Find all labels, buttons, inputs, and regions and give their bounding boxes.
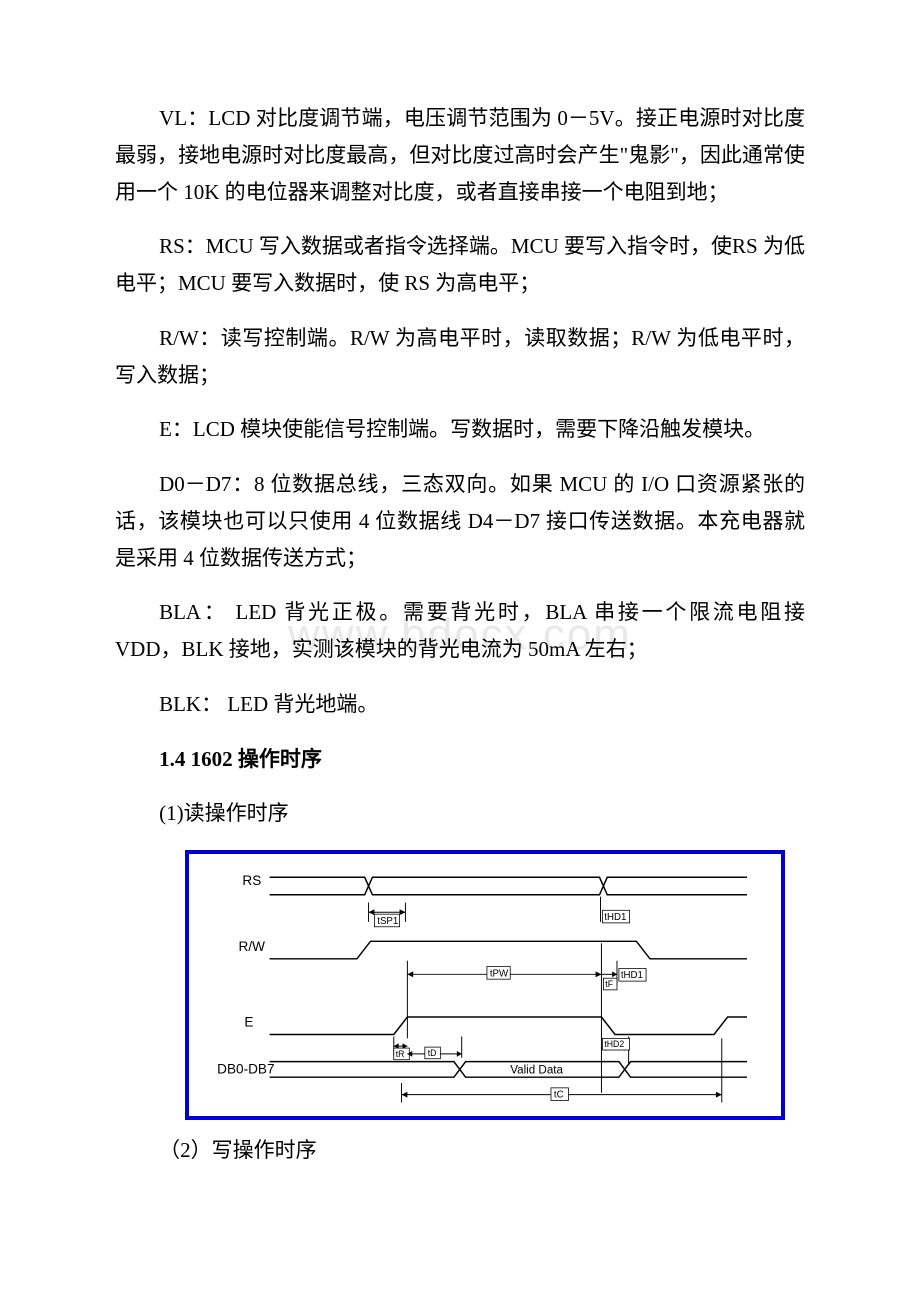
paragraph-blk: BLK： LED 背光地端。 [115,686,805,723]
anno-thd1-top: tHD1 [604,912,626,923]
paragraph-read-timing: (1)读操作时序 [115,795,805,832]
anno-tpw: tPW [490,968,509,979]
heading-1-4: 1.4 1602 操作时序 [115,741,805,778]
paragraph-write-timing: （2）写操作时序 [115,1132,805,1169]
paragraph-bla: BLA： LED 背光正极。需要背光时，BLA 串接一个限流电阻接 VDD，BL… [115,594,805,668]
paragraph-vl: VL：LCD 对比度调节端，电压调节范围为 0－5V。接正电源时对比度最弱，接地… [115,100,805,210]
timing-diagram-read: RS tSP1 tHD1 R/W tPW [185,850,785,1120]
paragraph-d0d7: D0－D7：8 位数据总线，三态双向。如果 MCU 的 I/O 口资源紧张的话，… [115,466,805,576]
anno-thd2: tHD2 [604,1039,624,1049]
paragraph-rs: RS：MCU 写入数据或者指令选择端。MCU 要写入指令时，使RS 为低电平；M… [115,228,805,302]
anno-tsp1: tSP1 [377,916,398,927]
document-content: VL：LCD 对比度调节端，电压调节范围为 0－5V。接正电源时对比度最弱，接地… [115,100,805,1169]
signal-label-e: E [244,1015,253,1030]
timing-diagram-container: RS tSP1 tHD1 R/W tPW [185,850,805,1120]
anno-td: tD [428,1048,437,1058]
anno-tf: tF [605,979,613,989]
paragraph-rw: R/W：读写控制端。R/W 为高电平时，读取数据；R/W 为低电平时，写入数据； [115,320,805,394]
signal-label-rw: R/W [239,939,266,954]
signal-label-db: DB0-DB7 [217,1061,274,1076]
anno-valid-data: Valid Data [510,1063,563,1076]
anno-tc: tC [554,1090,564,1101]
anno-tr: tR [396,1049,405,1059]
signal-label-rs: RS [242,873,261,888]
paragraph-e: E：LCD 模块使能信号控制端。写数据时，需要下降沿触发模块。 [115,411,805,448]
anno-thd1-mid: tHD1 [621,970,643,981]
